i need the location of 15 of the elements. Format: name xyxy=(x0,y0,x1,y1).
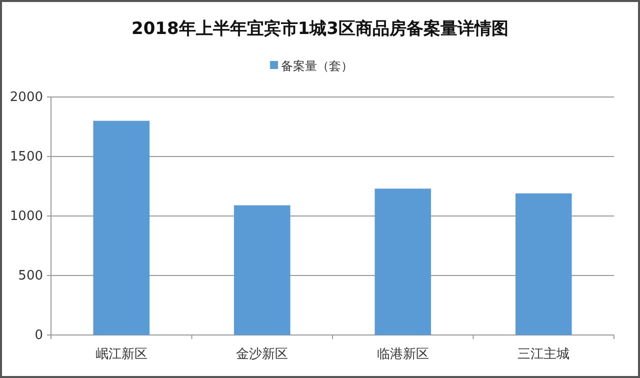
bar xyxy=(234,205,290,335)
x-tick-label: 岷江新区 xyxy=(95,347,148,362)
y-tick-label: 500 xyxy=(18,268,43,284)
y-tick-label: 1500 xyxy=(10,150,43,164)
x-tick-label: 三江主城 xyxy=(518,346,570,362)
x-tick-label: 临港新区 xyxy=(376,347,429,362)
bar xyxy=(93,120,150,335)
y-tick-label: 2000 xyxy=(10,90,43,105)
y-tick-label: 0 xyxy=(34,328,43,343)
bar xyxy=(374,188,432,335)
bar xyxy=(515,193,572,335)
legend-label: 备案量（套） xyxy=(281,59,353,73)
chart-title: 2018年上半年宜宾市1城3区商品房备案量详情图 xyxy=(132,18,508,39)
y-tick-label: 1000 xyxy=(10,209,43,224)
x-tick-label: 金沙新区 xyxy=(236,347,288,362)
